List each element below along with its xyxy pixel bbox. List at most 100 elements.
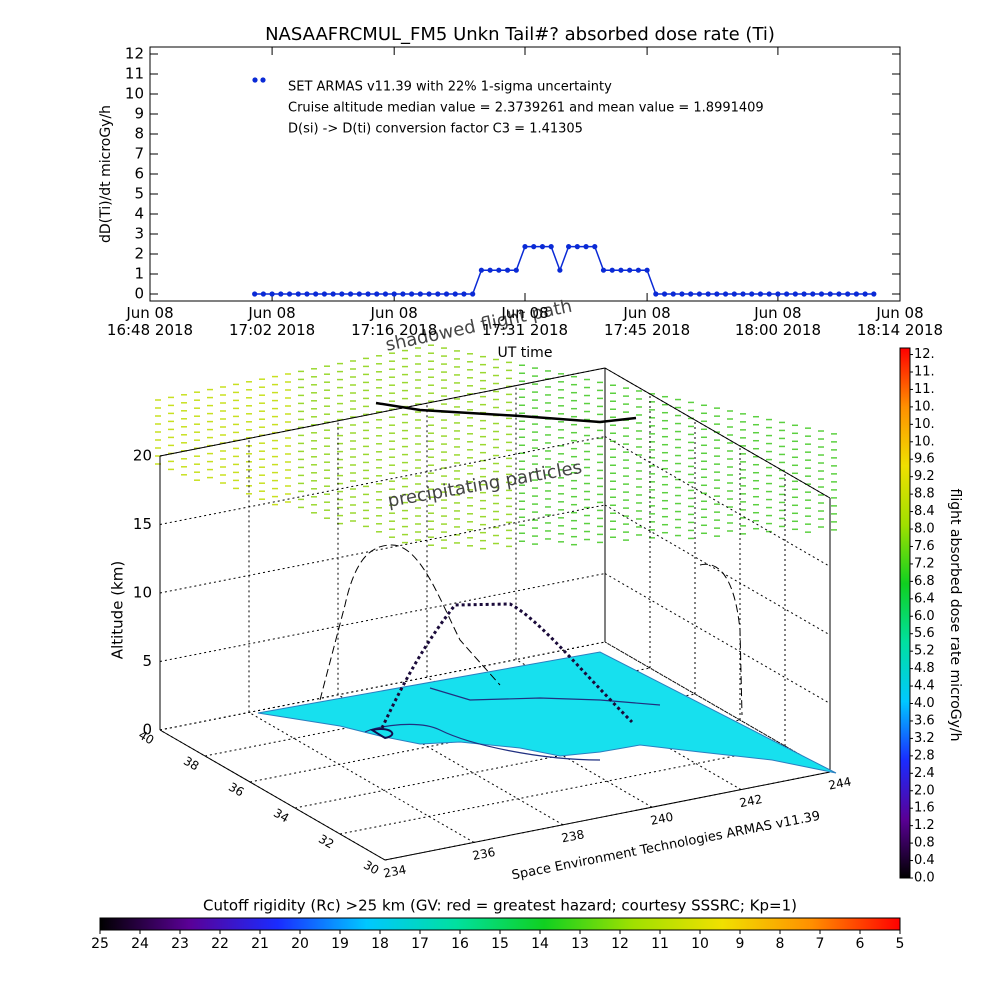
data-point bbox=[583, 244, 589, 250]
lon-tick-label: 236 bbox=[471, 845, 496, 863]
grid-line bbox=[159, 573, 606, 662]
colorbar-tick-label: 10. bbox=[914, 417, 935, 432]
colorbar-tick-label: 6.0 bbox=[914, 609, 935, 624]
data-point bbox=[810, 291, 816, 297]
annotation: Cruise altitude median value = 2.3739261… bbox=[288, 101, 764, 116]
data-point bbox=[409, 291, 415, 297]
data-point bbox=[644, 267, 650, 273]
colorbar-tick-label: 24 bbox=[131, 936, 149, 952]
grid-line bbox=[159, 504, 606, 594]
data-point bbox=[749, 291, 755, 297]
data-point bbox=[714, 291, 720, 297]
data-point bbox=[443, 291, 450, 297]
colorbar-tick-label: 4.4 bbox=[914, 679, 935, 694]
colorbar-tick-label: 8 bbox=[776, 936, 785, 952]
box-edge bbox=[159, 729, 386, 861]
grid-line bbox=[159, 641, 606, 731]
grid-line bbox=[294, 719, 741, 809]
colorbar-tick-label: 18 bbox=[371, 936, 389, 952]
grid-line bbox=[604, 573, 831, 704]
data-point bbox=[757, 291, 764, 297]
surface-contour bbox=[369, 728, 394, 740]
grid-line bbox=[248, 711, 475, 843]
colorbar-tick-label: 5.2 bbox=[914, 644, 935, 659]
annotation: D(si) -> D(ti) conversion factor C3 = 1.… bbox=[288, 122, 583, 137]
grid-line bbox=[604, 641, 831, 773]
colorbar-tick-label: 1.6 bbox=[914, 801, 935, 816]
data-point bbox=[522, 244, 528, 250]
colorbar-tick-label: 0.4 bbox=[914, 853, 935, 868]
colorbar-tick-label: 7.6 bbox=[914, 539, 935, 554]
colorbar-tick-label: 8.0 bbox=[914, 522, 935, 537]
data-point bbox=[801, 291, 807, 297]
chart-title: NASAAFRCMUL_FM5 Unkn Tail#? absorbed dos… bbox=[265, 24, 775, 45]
lat-tick-label: 30 bbox=[361, 858, 381, 878]
z-axis-label: Altitude (km) bbox=[109, 561, 127, 659]
y-tick-label: 4 bbox=[134, 205, 144, 223]
colorbar-tick-label: 10. bbox=[914, 399, 935, 414]
data-point bbox=[705, 291, 711, 297]
data-point bbox=[784, 291, 790, 297]
lon-tick-label: 242 bbox=[738, 792, 763, 810]
data-point bbox=[670, 291, 676, 297]
data-point bbox=[871, 291, 877, 297]
data-point bbox=[862, 291, 868, 297]
colorbar-tick-label: 2.0 bbox=[914, 783, 935, 798]
lon-tick-label: 244 bbox=[827, 774, 852, 792]
data-point bbox=[827, 291, 833, 297]
data-point bbox=[853, 291, 859, 297]
legend-label: SET ARMAS v11.39 with 22% 1-sigma uncert… bbox=[288, 80, 612, 95]
data-point bbox=[792, 291, 798, 297]
colorbar-tick-label: 0.0 bbox=[914, 871, 935, 886]
data-point bbox=[688, 291, 694, 297]
z-tick-label: 10 bbox=[133, 584, 152, 602]
colorbar-tick-label: 0.8 bbox=[914, 836, 935, 851]
grid-line bbox=[159, 436, 606, 525]
data-point bbox=[252, 291, 258, 297]
data-point bbox=[548, 244, 554, 250]
data-point bbox=[461, 291, 467, 297]
colorbar-tick-label: 14 bbox=[531, 936, 549, 952]
y-tick-label: 8 bbox=[134, 125, 144, 143]
colorbar-tick-label: 10. bbox=[914, 434, 935, 449]
grid-line bbox=[604, 504, 831, 636]
y-tick-label: 7 bbox=[134, 145, 144, 163]
colorbar-tick-label: 7 bbox=[816, 936, 825, 952]
data-point bbox=[278, 291, 284, 297]
colorbar-tick-label: 19 bbox=[331, 936, 349, 952]
scene-3d: 40 38 36 34 32 30 234 236 238 240 242 244 0 5 10 15 20 bbox=[133, 344, 852, 881]
lat-tick-label: 38 bbox=[181, 754, 201, 774]
data-point bbox=[609, 267, 615, 273]
data-point bbox=[574, 244, 580, 250]
grid-line bbox=[604, 436, 831, 567]
z-tick-label: 15 bbox=[133, 515, 152, 533]
data-point bbox=[696, 291, 703, 297]
data-point bbox=[496, 267, 502, 273]
colorbar bbox=[899, 347, 911, 879]
series-line bbox=[254, 245, 874, 295]
colorbar-tick-label: 25 bbox=[91, 936, 109, 952]
data-point bbox=[365, 291, 371, 297]
colorbar-tick-label: 11. bbox=[914, 382, 935, 397]
data-point bbox=[417, 291, 423, 297]
data-point bbox=[722, 291, 729, 297]
y-tick-label: 9 bbox=[134, 105, 144, 123]
box-edge bbox=[384, 771, 831, 861]
data-point bbox=[818, 291, 825, 297]
colorbar-tick-label: 21 bbox=[251, 936, 269, 952]
shadow-path bbox=[319, 544, 501, 701]
data-point bbox=[478, 267, 484, 273]
y-tick-label: 5 bbox=[134, 185, 144, 203]
z-tick-label: 20 bbox=[133, 447, 152, 465]
grid-line bbox=[339, 745, 786, 835]
lon-tick-label: 240 bbox=[649, 810, 674, 828]
data-point bbox=[600, 267, 607, 273]
x-tick-label: Jun 08 18:00 2018 bbox=[734, 304, 821, 339]
data-point bbox=[269, 291, 275, 297]
legend-marker bbox=[252, 77, 258, 83]
flight-path bbox=[380, 602, 634, 729]
data-point bbox=[845, 291, 851, 297]
x-tick-label: Jun 08 17:16 2018 bbox=[351, 304, 438, 339]
colorbar-tick-label: 4.0 bbox=[914, 696, 935, 711]
